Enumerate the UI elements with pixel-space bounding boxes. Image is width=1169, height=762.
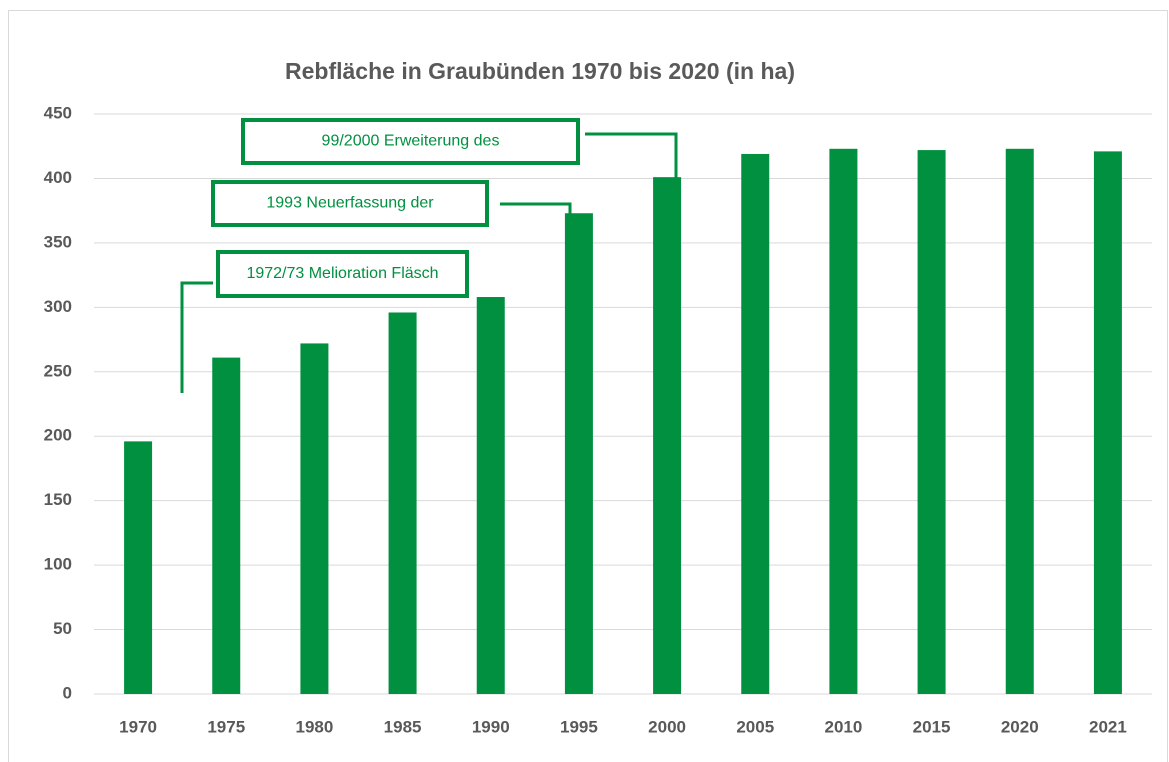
y-tick-label: 400: [44, 168, 72, 187]
x-tick-label: 2020: [1001, 717, 1039, 736]
x-tick-label: 2021: [1089, 717, 1127, 736]
annotation-box: [216, 250, 469, 298]
bar: [388, 312, 417, 694]
annotation-text: 1993 Neuerfassung der: [266, 195, 434, 212]
x-tick-label: 2000: [648, 717, 686, 736]
bar: [1005, 148, 1034, 695]
x-tick-label: 1970: [119, 717, 157, 736]
bar: [829, 148, 858, 695]
bar: [741, 153, 770, 694]
bar: [212, 357, 241, 694]
bar: [476, 297, 505, 694]
x-tick-label: 2005: [736, 717, 774, 736]
bar: [1093, 151, 1122, 694]
y-tick-label: 100: [44, 555, 72, 574]
annotation-box: [211, 180, 489, 227]
chart-title: Rebfläche in Graubünden 1970 bis 2020 (i…: [285, 58, 795, 84]
annotation-text: 99/2000 Erweiterung des: [322, 133, 500, 150]
annotation-box: [241, 118, 580, 165]
y-tick-label: 50: [53, 619, 72, 638]
bar: [124, 441, 153, 694]
y-tick-label: 200: [44, 426, 72, 445]
x-tick-label: 1980: [296, 717, 334, 736]
y-tick-label: 350: [44, 232, 72, 251]
annotation-connector: [180, 281, 213, 393]
bar: [653, 177, 682, 695]
y-tick-label: 150: [44, 490, 72, 509]
y-tick-label: 300: [44, 297, 72, 316]
x-tick-label: 1995: [560, 717, 598, 736]
x-tick-label: 1985: [384, 717, 422, 736]
annotation-connector: [500, 202, 572, 297]
annotation-connector: [585, 132, 678, 220]
x-tick-label: 1990: [472, 717, 510, 736]
annotation-text: 1972/73 Melioration Fläsch: [246, 265, 438, 282]
y-tick-label: 450: [44, 103, 72, 122]
bar: [917, 150, 946, 695]
x-tick-label: 2010: [825, 717, 863, 736]
bar: [300, 343, 329, 694]
x-tick-label: 1975: [207, 717, 245, 736]
y-tick-label: 250: [44, 361, 72, 380]
y-tick-label: 0: [63, 683, 72, 702]
x-tick-label: 2015: [913, 717, 951, 736]
